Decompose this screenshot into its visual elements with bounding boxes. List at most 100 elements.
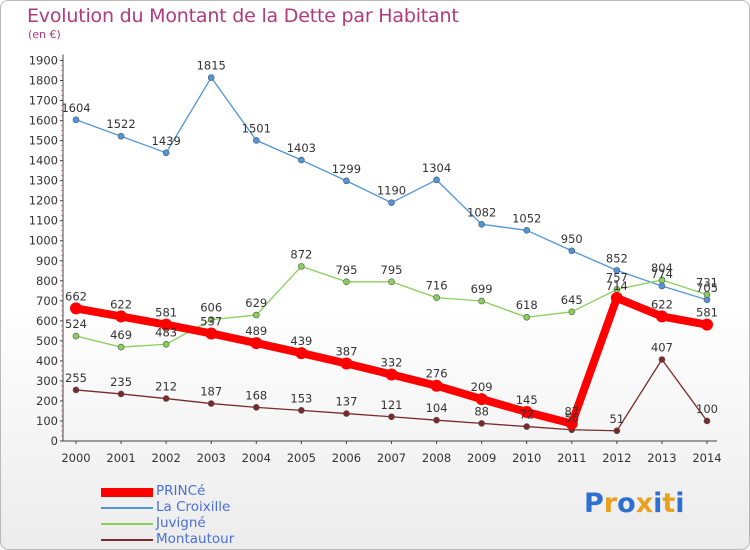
data-label: 100 (696, 402, 718, 416)
data-label: 581 (696, 306, 718, 320)
y-tick-label: 1100 (29, 214, 58, 228)
y-tick-label: 1500 (29, 134, 58, 148)
data-point (252, 137, 260, 144)
data-label: 1522 (106, 117, 135, 131)
x-tick-label: 2007 (377, 451, 406, 465)
legend-label: Juvigné (156, 515, 206, 531)
x-tick-label: 2011 (557, 451, 586, 465)
legend-swatch (101, 487, 153, 497)
data-label: 606 (200, 301, 222, 315)
data-label: 1604 (61, 101, 90, 115)
data-point (252, 311, 260, 319)
y-tick-label: 300 (36, 374, 58, 388)
data-point (520, 405, 533, 418)
data-point (117, 132, 125, 140)
data-label: 524 (65, 317, 87, 331)
legend-label: Montautour (156, 531, 235, 547)
data-label: 629 (245, 296, 267, 310)
y-tick-label: 600 (36, 314, 58, 328)
legend-label: PRINCé (156, 483, 206, 499)
x-tick-label: 2008 (422, 451, 451, 465)
data-label: 121 (381, 398, 403, 412)
data-point (703, 417, 711, 425)
data-label: 145 (516, 393, 538, 407)
logo-letter: i (675, 488, 685, 519)
data-point (340, 357, 353, 370)
x-tick-label: 2014 (692, 451, 721, 465)
data-point (343, 177, 350, 185)
y-tick-label: 1900 (29, 54, 58, 68)
y-tick-label: 800 (36, 274, 58, 288)
data-point (478, 420, 485, 427)
data-label: 622 (110, 297, 132, 311)
logo-letter: o (617, 488, 636, 519)
data-label: 332 (381, 356, 403, 370)
data-point (478, 221, 485, 228)
data-label: 699 (471, 282, 493, 296)
data-point (117, 343, 125, 351)
data-label: 1815 (197, 59, 226, 73)
y-tick-label: 1000 (29, 234, 58, 248)
data-label: 235 (110, 375, 132, 389)
data-label: 1439 (152, 134, 181, 148)
data-label: 537 (200, 314, 222, 328)
data-label: 469 (110, 328, 132, 342)
data-label: 104 (426, 401, 448, 415)
data-point (610, 292, 623, 305)
logo-letter: i (653, 488, 663, 519)
data-point (252, 404, 260, 411)
data-point (162, 395, 170, 402)
x-tick-label: 2012 (602, 451, 631, 465)
y-tick-label: 700 (36, 294, 58, 308)
data-point (478, 297, 485, 305)
data-label: 795 (381, 263, 403, 277)
data-point (207, 316, 215, 323)
data-label: 852 (606, 251, 628, 265)
x-tick-label: 2003 (197, 451, 226, 465)
x-tick-label: 2013 (647, 451, 676, 465)
data-label: 731 (696, 276, 718, 290)
x-tick-label: 2005 (287, 451, 316, 465)
logo-letter: x (635, 488, 654, 519)
data-point (162, 149, 170, 157)
data-point (523, 227, 531, 234)
data-label: 1304 (422, 161, 451, 175)
data-point (388, 199, 395, 206)
data-point (72, 386, 80, 394)
data-label: 872 (290, 247, 312, 261)
legend-item: La Croixille (101, 499, 361, 516)
data-label: 705 (696, 281, 718, 295)
legend-item: Montautour (101, 531, 361, 548)
logo-letter: r (603, 488, 618, 519)
x-tick-label: 2010 (512, 451, 541, 465)
data-point (613, 267, 621, 274)
data-label: 1190 (377, 184, 406, 198)
y-tick-label: 1400 (29, 154, 58, 168)
data-point (72, 116, 80, 124)
x-tick-label: 2009 (467, 451, 496, 465)
data-point (523, 423, 531, 430)
data-point (388, 278, 395, 286)
y-tick-label: 1700 (29, 94, 58, 108)
data-point (433, 294, 440, 301)
y-tick-label: 200 (36, 394, 58, 408)
data-point (658, 356, 666, 363)
data-point (701, 318, 713, 331)
data-point (703, 291, 711, 298)
chart-title: Evolution du Montant de la Dette par Hab… (27, 5, 459, 27)
data-point (343, 410, 350, 417)
x-tick-label: 2002 (152, 451, 181, 465)
y-tick-label: 1800 (29, 74, 58, 88)
data-label: 483 (155, 325, 177, 339)
data-label: 88 (474, 404, 489, 418)
data-label: 51 (610, 412, 625, 426)
data-point (117, 390, 125, 398)
data-label: 804 (651, 261, 673, 275)
data-label: 212 (155, 380, 177, 394)
data-point (162, 340, 170, 348)
legend-item: Juvigné (101, 515, 361, 532)
data-label: 153 (290, 391, 312, 405)
data-point (658, 282, 666, 290)
data-label: 209 (471, 380, 493, 394)
